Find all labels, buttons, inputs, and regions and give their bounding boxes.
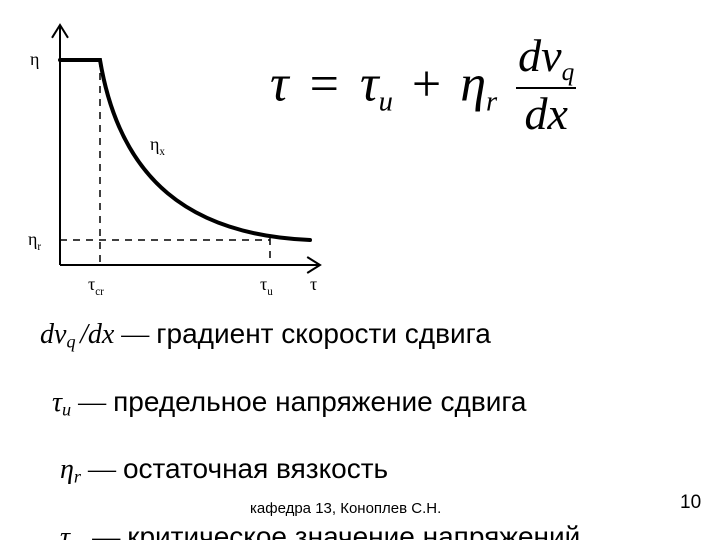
definition-dash: — <box>71 387 113 418</box>
eq-tau-u-base: τ <box>360 56 379 113</box>
eq-frac-num: dvq <box>516 33 576 87</box>
definition-text: остаточная вязкость <box>123 453 388 484</box>
definition-dash: — <box>81 454 123 485</box>
page-number: 10 <box>680 492 701 514</box>
definition-dash: — <box>85 522 127 540</box>
svg-text:ηr: ηr <box>28 229 41 253</box>
slide: { "background_color": "#ffffff", "text_c… <box>0 0 720 540</box>
definition-term: ηr <box>60 454 81 485</box>
svg-text:τu: τu <box>260 274 273 298</box>
definition-term: τu <box>52 387 71 418</box>
eq-equals: = <box>302 56 347 113</box>
bingham-equation: τ = τu + ηr dvq dx <box>270 40 576 137</box>
eq-frac-den: dx <box>516 87 576 137</box>
svg-text:τcr: τcr <box>88 274 104 298</box>
definition-text: критическое значение напряжений <box>127 521 580 540</box>
eq-tau-u-sub: u <box>379 87 393 118</box>
definition-line: τcr — критическое значение напряжений <box>40 515 580 540</box>
eq-tau: τ <box>270 56 289 113</box>
definition-line: ηr — остаточная вязкость <box>40 447 580 499</box>
definition-text: предельное напряжение сдвига <box>113 386 526 417</box>
eq-eta-r-base: η <box>460 56 486 113</box>
definition-line: dvq /dx — градиент скорости сдвига <box>40 312 580 364</box>
svg-text:ηx: ηx <box>150 134 165 158</box>
definition-term: τcr <box>60 522 85 540</box>
definition-term: dvq /dx <box>40 319 114 350</box>
eq-eta-r-sub: r <box>486 87 497 118</box>
svg-text:η: η <box>30 49 39 69</box>
footer-credit: кафедра 13, Коноплев С.Н. <box>250 500 441 517</box>
definition-dash: — <box>114 319 156 350</box>
eq-fraction: dvq dx <box>510 33 576 137</box>
svg-text:τ: τ <box>310 274 317 294</box>
definition-line: τu — предельное напряжение сдвига <box>40 380 580 432</box>
eq-plus: + <box>406 56 447 113</box>
definition-text: градиент скорости сдвига <box>156 318 491 349</box>
